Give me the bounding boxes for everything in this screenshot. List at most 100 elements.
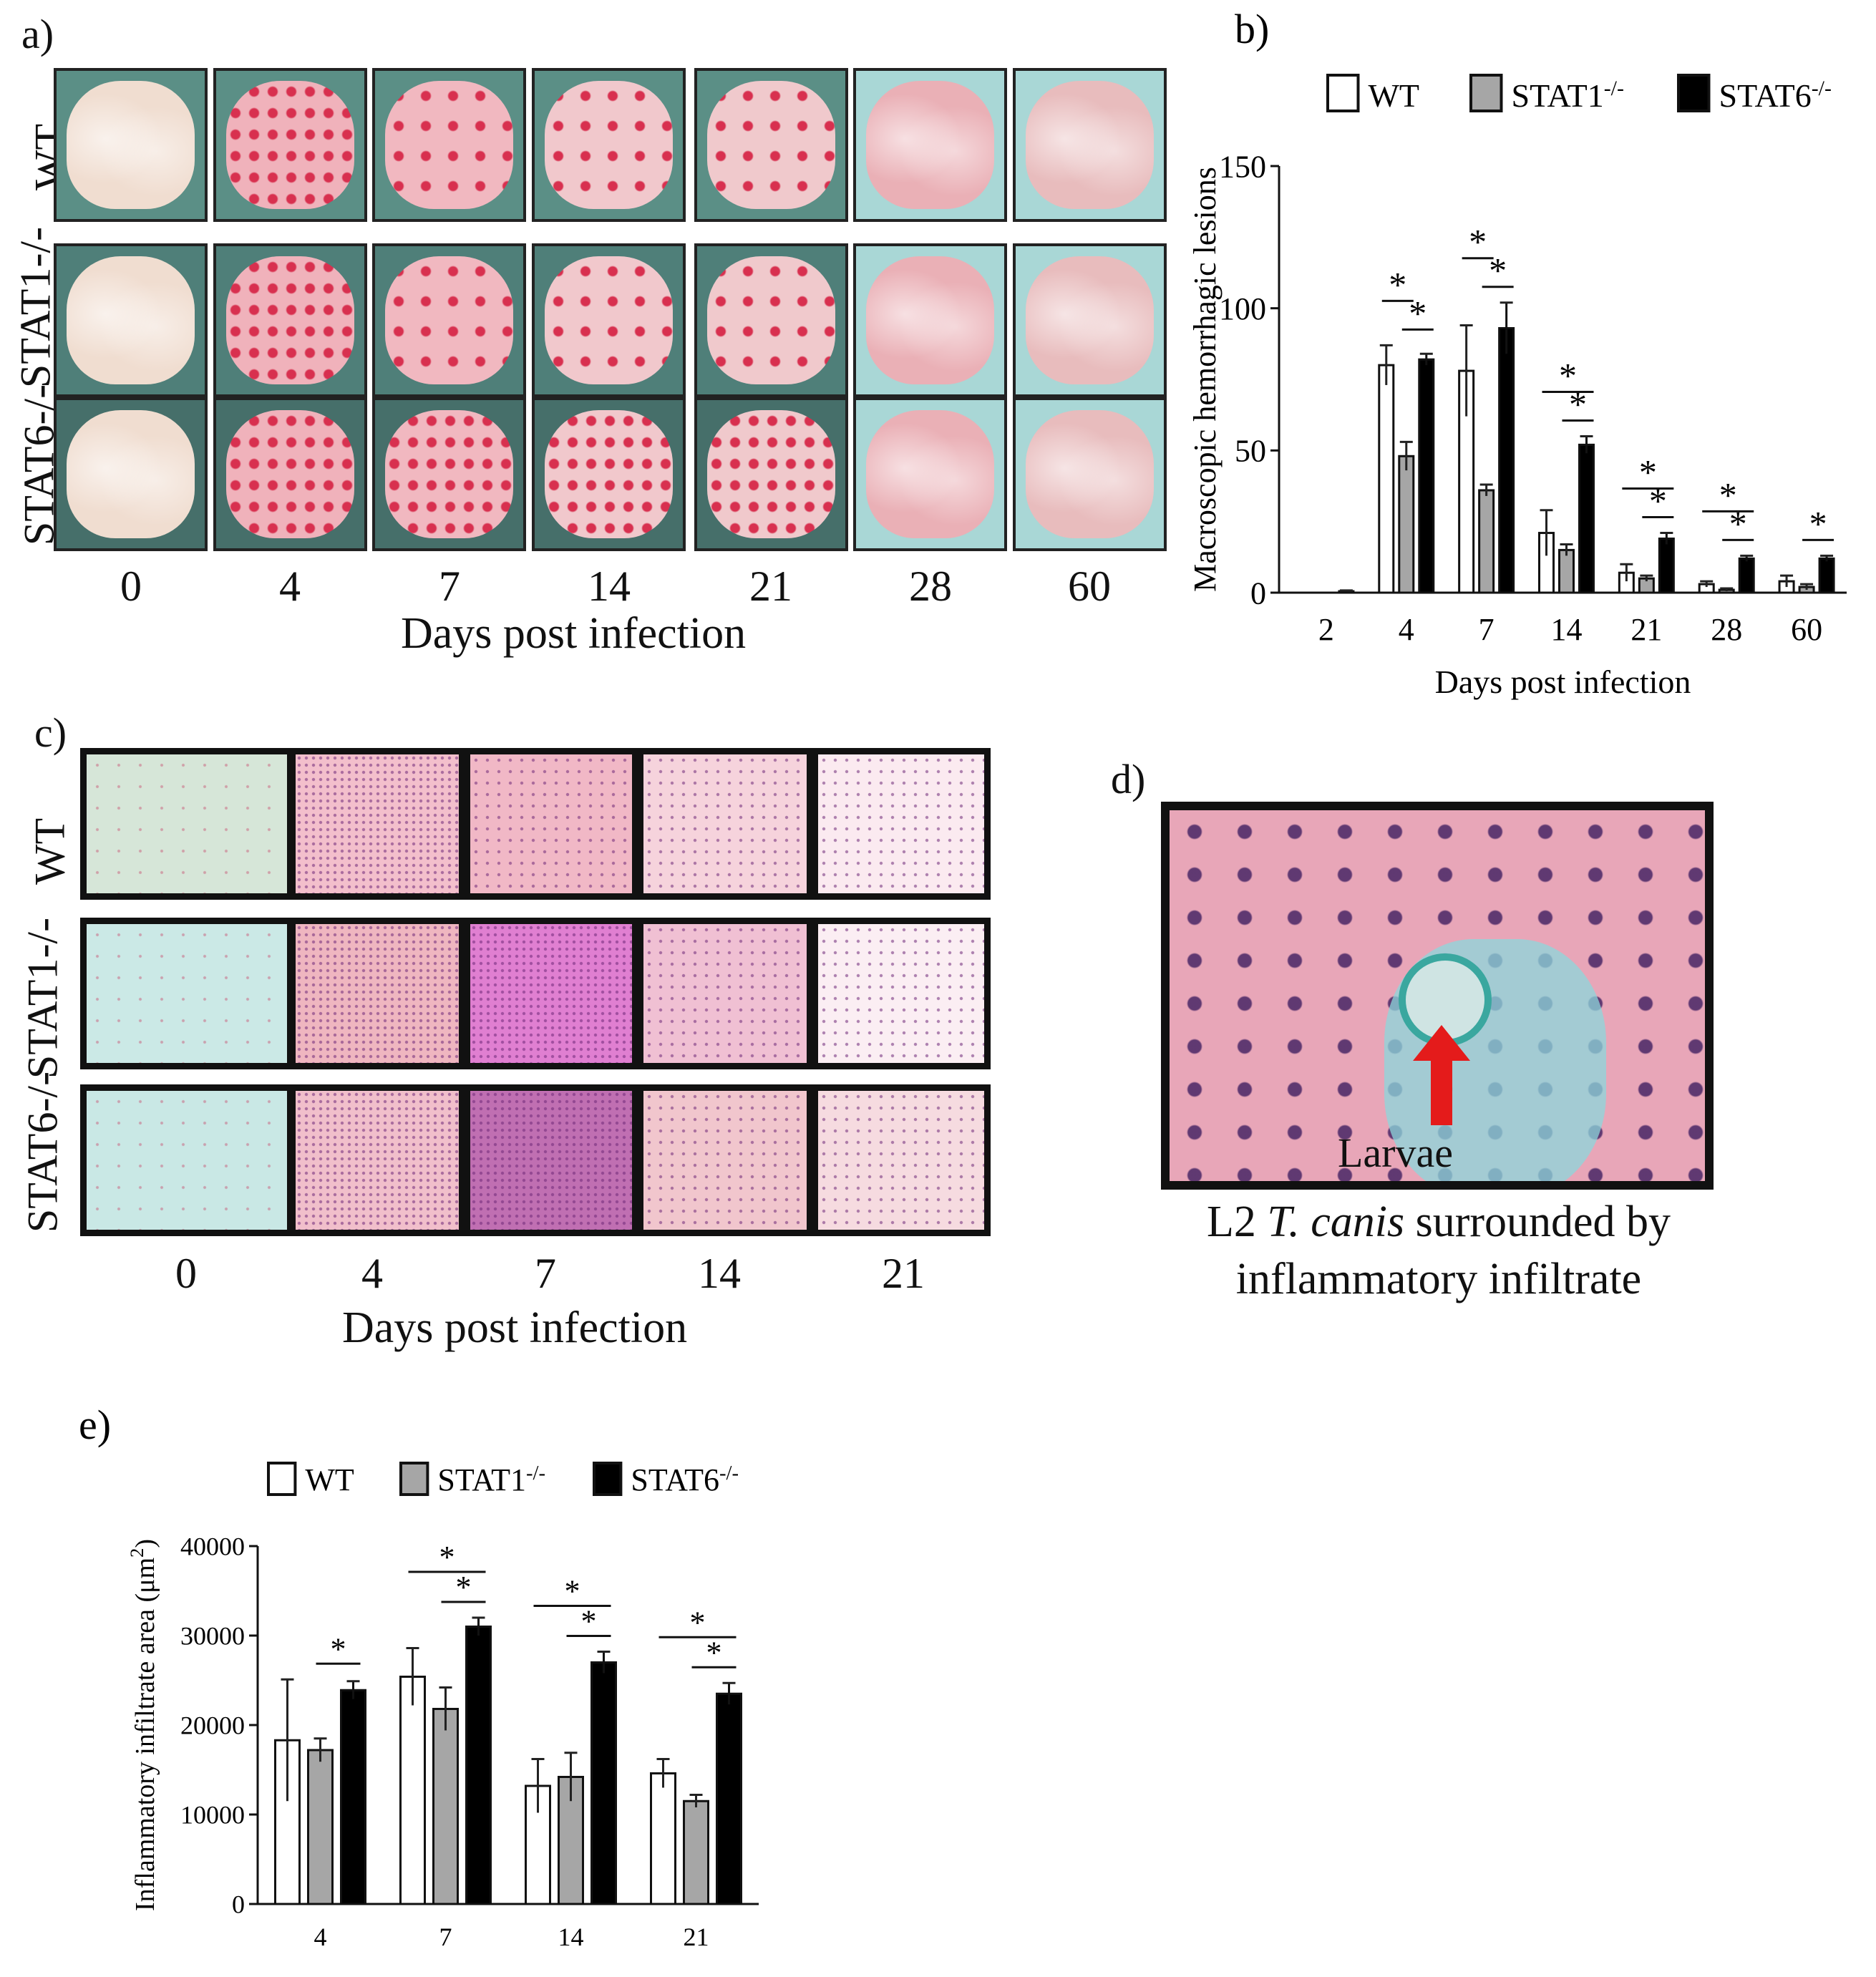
panel-c-day-4: 4 — [361, 1250, 383, 1297]
legend-sup: -/- — [1812, 77, 1832, 100]
legend-sup: -/- — [719, 1462, 739, 1485]
significance-star: * — [1489, 251, 1507, 291]
histology-r3-day0 — [80, 1084, 293, 1236]
panel-a-day-4: 4 — [279, 563, 301, 610]
legend-sup: -/- — [526, 1462, 545, 1485]
bar-stat1-day-14 — [1558, 548, 1575, 594]
lung-photo-r2-day7 — [372, 243, 526, 397]
histology-r1-day21 — [812, 748, 991, 900]
legend-swatch-wt — [267, 1462, 297, 1496]
y-tick-label: 0 — [232, 1890, 245, 1919]
legend-label-wt: WT — [305, 1462, 354, 1497]
x-tick-label: 28 — [1711, 612, 1742, 647]
legend-label-stat1: STAT1-/- — [1512, 77, 1624, 115]
panel-d-micrograph: Larvae — [1161, 802, 1714, 1190]
larva-cross-section — [1399, 953, 1492, 1046]
lung-photo-r2-day28 — [853, 243, 1007, 397]
panel-c-day-14: 14 — [698, 1250, 741, 1297]
x-axis-title: Days post infection — [1435, 664, 1691, 700]
histology-r2-day4 — [289, 918, 465, 1069]
y-tick-label: 0 — [1250, 575, 1266, 611]
bar-stat1-day-7 — [432, 1708, 459, 1905]
bar-stat6-day-60 — [1818, 557, 1835, 594]
significance-star: * — [1409, 293, 1427, 333]
x-tick-label: 21 — [1630, 612, 1662, 647]
lung-photo-r1-day21 — [694, 68, 848, 222]
significance-star: * — [581, 1604, 597, 1639]
significance-star: * — [439, 1540, 455, 1575]
significance-star: * — [690, 1605, 706, 1640]
histology-r1-day4 — [289, 748, 465, 900]
legend-label-stat1: STAT1-/- — [437, 1462, 545, 1498]
legend-name: WT — [305, 1462, 354, 1497]
significance-star: * — [1389, 264, 1406, 304]
legend-swatch-stat6 — [1677, 74, 1711, 112]
y-tick-label: 30000 — [180, 1622, 245, 1651]
legend-label-stat6: STAT6-/- — [631, 1462, 739, 1498]
significance-star: * — [1649, 481, 1667, 521]
legend-name: STAT1 — [437, 1462, 526, 1497]
panel-a-day-21: 21 — [749, 563, 792, 610]
bar-stat6-day-4 — [340, 1689, 366, 1905]
significance-star: * — [1469, 222, 1487, 262]
y-tick-label: 50 — [1235, 434, 1266, 469]
legend-label-stat6: STAT6-/- — [1719, 77, 1832, 115]
x-tick-label: 7 — [439, 1923, 452, 1951]
legend-label-wt: WT — [1369, 77, 1420, 114]
bar-stat1-day-4 — [1398, 455, 1415, 594]
histology-r3-day7 — [464, 1084, 638, 1236]
histology-r2-day14 — [637, 918, 813, 1069]
lung-photo-r3-day60 — [1013, 397, 1167, 551]
panel-c-row-label-wt: WT — [26, 817, 74, 885]
lung-photo-r1-day14 — [532, 68, 686, 222]
y-tick-label: 10000 — [180, 1801, 245, 1830]
panel-d-caption-line1: L2 T. canis surrounded by — [1206, 1198, 1671, 1246]
lung-photo-r1-day4 — [213, 68, 367, 222]
panel-c-day-7: 7 — [535, 1250, 556, 1297]
panel-c-x-title: Days post infection — [342, 1303, 688, 1352]
y-axis-title-text: Inflammatory infiltrate area (μm — [130, 1558, 160, 1911]
legend-swatch-stat1 — [399, 1462, 429, 1496]
histology-r1-day7 — [464, 748, 638, 900]
histology-r3-day14 — [637, 1084, 813, 1236]
significance-star: * — [1639, 452, 1657, 492]
x-tick-label: 4 — [1399, 612, 1414, 647]
bar-stat6-day-7 — [1498, 326, 1515, 594]
lung-photo-r3-day0 — [54, 397, 208, 551]
panel-label: b) — [1235, 6, 1269, 52]
red-arrow-icon — [1413, 1025, 1470, 1125]
histology-r1-day14 — [637, 748, 813, 900]
legend-swatch-wt — [1326, 74, 1360, 112]
bar-stat6-day-14 — [1578, 443, 1595, 594]
legend-name: STAT1 — [1512, 77, 1604, 114]
bar-wt-day-7 — [399, 1676, 426, 1905]
bar-stat6-day-21 — [1658, 538, 1675, 594]
lung-photo-r2-day0 — [54, 243, 208, 397]
panel-d-label: d) — [1111, 756, 1146, 802]
significance-star: * — [565, 1574, 580, 1609]
lung-photo-r1-day7 — [372, 68, 526, 222]
panel-c-row-label-stat1: STAT1-/- — [19, 917, 67, 1079]
panel-a-day-28: 28 — [909, 563, 952, 610]
panel-e-bar-chart: 0 10000 20000 30000 40000 Inflammatory infilt… — [79, 1403, 759, 1951]
legend-name: WT — [1369, 77, 1420, 114]
x-tick-label: 4 — [314, 1923, 327, 1951]
lung-photo-r3-day21 — [694, 397, 848, 551]
lung-photo-r3-day28 — [853, 397, 1007, 551]
y-tick-label: 40000 — [180, 1532, 245, 1561]
y-tick-label: 100 — [1219, 291, 1266, 326]
lung-photo-r1-day28 — [853, 68, 1007, 222]
legend-swatch-stat1 — [1469, 74, 1503, 112]
legend-swatch-stat6 — [593, 1462, 623, 1496]
panel-label: e) — [79, 1403, 111, 1448]
significance-star: * — [1719, 475, 1737, 515]
histology-r3-day21 — [812, 1084, 991, 1236]
legend-sup: -/- — [1604, 77, 1624, 100]
y-axis-title: Macroscopic hemorrhagic lesions — [1187, 167, 1223, 592]
histology-r3-day4 — [289, 1084, 465, 1236]
histology-r1-day0 — [80, 748, 293, 900]
y-axis-title-text: Macroscopic hemorrhagic lesions — [1187, 167, 1223, 592]
x-tick-label: 14 — [558, 1923, 584, 1951]
panel-c-day-21: 21 — [882, 1250, 925, 1297]
bar-stat6-day-14 — [590, 1661, 617, 1905]
